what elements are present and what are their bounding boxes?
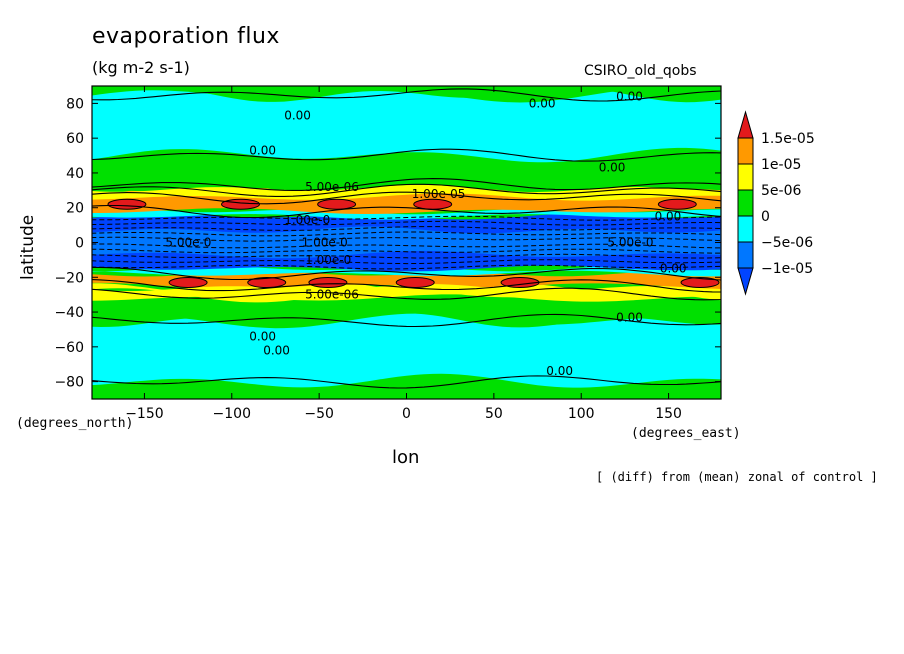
contour-label: 1.00e-0: [302, 236, 348, 250]
x-tick-label: −100: [213, 406, 251, 422]
contour-label: 0.00: [529, 96, 556, 110]
comparison-note: [ (diff) from (mean) zonal of control ]: [596, 470, 878, 484]
contour-line-negative: [92, 253, 721, 259]
contour-label: 0.00: [546, 364, 573, 378]
y-tick-label: 40: [66, 166, 84, 182]
contour-line: [92, 287, 721, 301]
contour-line-negative: [92, 236, 721, 242]
contour-line-negative: [92, 259, 721, 265]
x-tick-label: 0: [402, 406, 411, 422]
dataset-label: CSIRO_old_qobs: [584, 63, 697, 79]
contour-label: 5.00e-0: [165, 236, 211, 250]
contour-line: [92, 375, 721, 389]
contour-line-negative: [92, 264, 721, 270]
colorbar-cap-bottom: [737, 267, 754, 296]
colorbar-label: −1e-05: [761, 261, 813, 277]
contour-line-negative: [92, 248, 721, 254]
colorbar-swatch: [737, 163, 754, 191]
colorbar-cap-top: [737, 110, 754, 139]
contour-label: 0.00: [616, 89, 643, 103]
contour-label: 0.00: [655, 209, 682, 223]
contour-label: 0.00: [599, 161, 626, 175]
contour-label: 0.00: [284, 109, 311, 123]
maximum-blob: [247, 276, 287, 288]
contour-line: [92, 148, 721, 162]
contour-label: 5.00e-06: [305, 180, 359, 194]
contour-labels: 0.000.00 0.000.000.005.00e-06 1.00e-050.00…: [165, 89, 686, 378]
fill-band: [92, 87, 721, 163]
contour-line-negative: [92, 226, 721, 231]
maximum-blob: [657, 198, 697, 210]
contour-label: 1.00e-05: [412, 187, 466, 201]
contour-line: [92, 279, 721, 293]
maximum-blob: [395, 276, 435, 288]
contour-fills: [92, 86, 721, 399]
contour-line-negative: [92, 231, 721, 237]
contour-label: 5.00e-06: [305, 288, 359, 302]
y-tick-label: 80: [66, 96, 84, 112]
contour-label: 0.00: [249, 329, 276, 343]
maximum-blob: [107, 198, 147, 210]
y-axis-units: (degrees_north): [16, 416, 134, 431]
contour-label: 1.00e-0: [305, 253, 351, 267]
x-axis-units: (degrees_east): [631, 426, 741, 441]
colorbar-label: 0: [761, 209, 770, 225]
contour-line: [92, 313, 721, 328]
colorbar: 1.5e-05 1e-05 5e-06 0 −5e-06 −1e-05: [737, 110, 815, 296]
y-tick-label: 60: [66, 131, 84, 147]
x-tick-label: 50: [485, 406, 503, 422]
contour-label: 0.00: [660, 262, 687, 276]
colorbar-swatch: [737, 241, 754, 269]
chart-units: (kg m-2 s-1): [92, 58, 190, 77]
fill-band: [92, 313, 721, 388]
contour-line: [92, 266, 721, 281]
axes: −150 −100 −50 0 50 100 150 −80 −60 −40 −20 0 20 40 60 8…: [54, 86, 721, 422]
x-tick-label: −150: [125, 406, 163, 422]
x-tick-label: −50: [304, 406, 334, 422]
maximum-blob: [221, 198, 261, 210]
y-tick-label: −60: [54, 340, 84, 356]
contour-line: [92, 183, 721, 197]
maximum-blob: [317, 198, 357, 210]
y-tick-label: −20: [54, 270, 84, 286]
contour-label: 0.00: [249, 143, 276, 157]
contour-label: 5.00e-0: [607, 236, 653, 250]
colorbar-label: 1.5e-05: [761, 131, 815, 147]
contour-lines: [92, 88, 721, 389]
fill-band: [92, 86, 721, 103]
contour-line-negative: [92, 220, 721, 226]
contour-line: [92, 204, 721, 219]
contour-label: 1.00e-0: [284, 213, 330, 227]
colorbar-label: 1e-05: [761, 157, 801, 173]
chart-title: evaporation flux: [92, 24, 280, 49]
y-tick-label: 0: [75, 236, 84, 252]
colorbar-label: −5e-06: [761, 235, 813, 251]
maximum-blob: [680, 276, 720, 288]
y-tick-label: −40: [54, 305, 84, 321]
y-tick-label: 20: [66, 201, 84, 217]
contour-line-negative: [92, 243, 721, 249]
contour-label: 0.00: [616, 310, 643, 324]
contour-label: 0.00: [263, 343, 290, 357]
colorbar-swatch: [737, 189, 754, 217]
contour-line-negative: [92, 215, 721, 221]
contour-line: [92, 88, 721, 102]
y-tick-label: −80: [54, 375, 84, 391]
x-tick-label: 150: [655, 406, 682, 422]
contour-line: [92, 191, 721, 205]
colorbar-swatch: [737, 137, 754, 165]
colorbar-swatch: [737, 215, 754, 243]
maximum-blob: [308, 276, 348, 288]
maximum-blob: [168, 276, 208, 288]
contour-line: [92, 178, 721, 191]
x-axis-label: lon: [392, 447, 420, 468]
x-tick-label: 100: [568, 406, 595, 422]
colorbar-label: 5e-06: [761, 183, 801, 199]
fill-band: [92, 284, 721, 302]
